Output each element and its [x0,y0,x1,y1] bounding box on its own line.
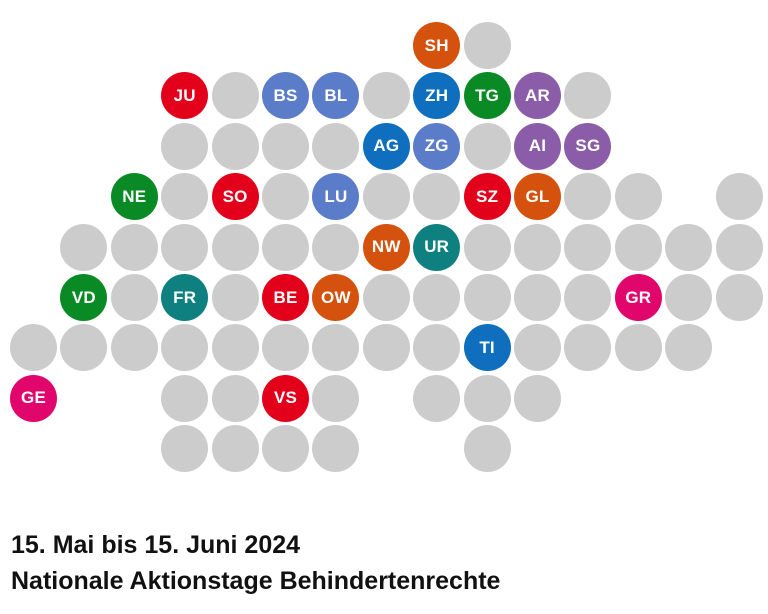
empty-cell [262,122,309,170]
canton-gl: GL [514,173,561,221]
empty-cell [312,374,360,422]
empty-cell [614,173,662,221]
empty-cell [10,324,57,372]
empty-cell [665,223,713,271]
empty-cell [413,374,461,422]
empty-cell [362,173,410,221]
empty-cell [362,72,410,120]
empty-cell [161,425,209,473]
empty-cell [564,324,612,372]
empty-cell [211,72,259,120]
canton-ti: TI [463,324,511,372]
empty-cell [514,374,561,422]
empty-cell [362,274,410,321]
empty-cell [514,223,561,271]
empty-cell [564,72,612,120]
empty-cell [463,274,511,321]
empty-cell [161,324,209,372]
canton-hex-map: SH JU BS BL ZH TG AR AG ZG AI SG NE SO LU SZ GL NW UR VD FR… [10,22,763,473]
date-range-caption: 15. Mai bis 15. Juni 2024 [11,531,301,559]
canton-lu: LU [312,173,360,221]
empty-cell [161,173,209,221]
canton-tg: TG [463,72,511,120]
canton-bl: BL [312,72,360,120]
canton-gr: GR [614,274,662,321]
canton-sh: SH [413,22,461,69]
empty-cell [715,173,763,221]
empty-cell [161,122,209,170]
canton-sz: SZ [463,173,511,221]
empty-cell [564,274,612,321]
empty-cell [564,173,612,221]
canton-vs: VS [262,374,309,422]
canton-fr: FR [161,274,209,321]
canton-ge: GE [10,374,57,422]
empty-cell [262,324,309,372]
canton-be: BE [262,274,309,321]
canton-zh: ZH [413,72,461,120]
empty-cell [614,223,662,271]
empty-cell [262,425,309,473]
empty-cell [463,223,511,271]
canton-ju: JU [161,72,209,120]
empty-cell [262,223,309,271]
empty-cell [110,223,158,271]
empty-cell [413,274,461,321]
canton-vd: VD [60,274,108,321]
canton-ne: NE [110,173,158,221]
empty-cell [463,122,511,170]
canton-so: SO [211,173,259,221]
empty-cell [362,324,410,372]
canton-zg: ZG [413,122,461,170]
empty-cell [564,223,612,271]
empty-cell [312,324,360,372]
empty-cell [715,223,763,271]
empty-cell [463,374,511,422]
empty-cell [312,223,360,271]
empty-cell [665,274,713,321]
canton-sg: SG [564,122,612,170]
empty-cell [614,324,662,372]
empty-cell [514,274,561,321]
empty-cell [413,173,461,221]
empty-cell [715,274,763,321]
canton-ow: OW [312,274,360,321]
empty-cell [211,425,259,473]
empty-cell [110,274,158,321]
empty-cell [60,223,108,271]
canton-bs: BS [262,72,309,120]
canton-ag: AG [362,122,410,170]
canton-nw: NW [362,223,410,271]
empty-cell [463,425,511,473]
canton-ai: AI [514,122,561,170]
empty-cell [514,324,561,372]
empty-cell [60,324,108,372]
empty-cell [110,324,158,372]
empty-cell [463,22,511,69]
empty-cell [211,374,259,422]
canton-ur: UR [413,223,461,271]
empty-cell [211,324,259,372]
empty-cell [211,223,259,271]
empty-cell [211,274,259,321]
empty-cell [262,173,309,221]
canton-ar: AR [514,72,561,120]
event-title-caption: Nationale Aktionstage Behindertenrechte [11,567,501,595]
empty-cell [161,223,209,271]
empty-cell [312,425,360,473]
empty-cell [312,122,360,170]
empty-cell [161,374,209,422]
empty-cell [413,324,461,372]
empty-cell [665,324,713,372]
empty-cell [211,122,259,170]
